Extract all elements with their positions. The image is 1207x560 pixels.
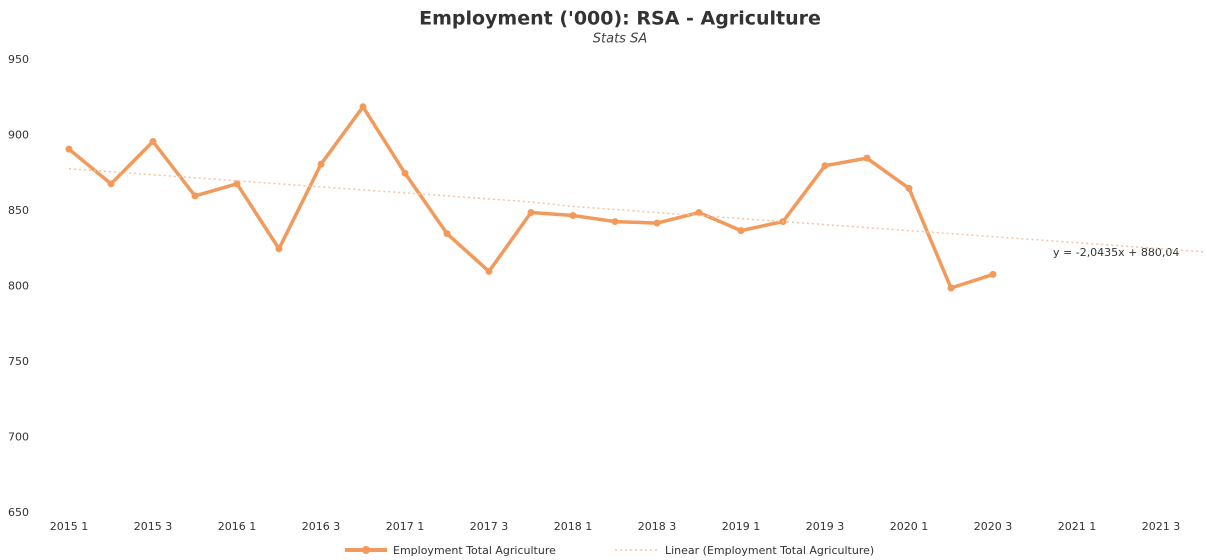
data-point bbox=[443, 230, 451, 238]
legend-label: Employment Total Agriculture bbox=[393, 544, 556, 557]
x-tick-label: 2019 3 bbox=[806, 520, 845, 533]
x-tick-label: 2016 1 bbox=[218, 520, 257, 533]
data-point bbox=[65, 145, 73, 153]
legend-marker bbox=[362, 546, 370, 554]
data-point bbox=[107, 180, 115, 188]
data-point bbox=[737, 227, 745, 235]
y-tick-label: 700 bbox=[8, 431, 29, 444]
y-tick-label: 950 bbox=[8, 53, 29, 66]
data-point bbox=[485, 267, 493, 275]
x-tick-label: 2016 3 bbox=[302, 520, 341, 533]
x-tick-label: 2015 3 bbox=[134, 520, 173, 533]
data-point bbox=[989, 270, 997, 278]
x-tick-label: 2017 3 bbox=[470, 520, 509, 533]
data-point bbox=[359, 103, 367, 111]
data-point bbox=[947, 284, 955, 292]
data-point bbox=[905, 184, 913, 192]
data-point bbox=[527, 209, 535, 217]
data-point bbox=[233, 180, 241, 188]
y-tick-label: 750 bbox=[8, 355, 29, 368]
x-tick-label: 2021 1 bbox=[1058, 520, 1097, 533]
x-tick-label: 2017 1 bbox=[386, 520, 425, 533]
chart-title: Employment ('000): RSA - Agriculture bbox=[419, 8, 821, 30]
y-tick-label: 850 bbox=[8, 204, 29, 217]
y-tick-label: 900 bbox=[8, 129, 29, 142]
data-point bbox=[191, 192, 199, 200]
x-tick-label: 2019 1 bbox=[722, 520, 761, 533]
data-point bbox=[863, 154, 871, 162]
data-point bbox=[611, 218, 619, 226]
x-tick-label: 2020 3 bbox=[974, 520, 1013, 533]
data-point bbox=[653, 219, 661, 227]
data-point bbox=[401, 169, 409, 177]
trend-line bbox=[68, 167, 1204, 253]
chart-subtitle: Stats SA bbox=[593, 32, 647, 47]
data-point bbox=[821, 162, 829, 170]
data-point bbox=[569, 212, 577, 220]
x-tick-label: 2021 3 bbox=[1142, 520, 1181, 533]
legend-label: Linear (Employment Total Agriculture) bbox=[665, 544, 874, 557]
x-tick-label: 2015 1 bbox=[50, 520, 89, 533]
data-point bbox=[317, 160, 325, 168]
x-tick-label: 2018 3 bbox=[638, 520, 677, 533]
data-point bbox=[695, 209, 703, 217]
y-tick-label: 650 bbox=[8, 506, 29, 519]
data-line bbox=[67, 105, 994, 290]
x-tick-label: 2020 1 bbox=[890, 520, 929, 533]
data-point bbox=[275, 245, 283, 253]
trend-equation: y = -2,0435x + 880,04 bbox=[1053, 246, 1179, 259]
x-tick-label: 2018 1 bbox=[554, 520, 593, 533]
data-point bbox=[149, 138, 157, 146]
y-tick-label: 800 bbox=[8, 280, 29, 293]
